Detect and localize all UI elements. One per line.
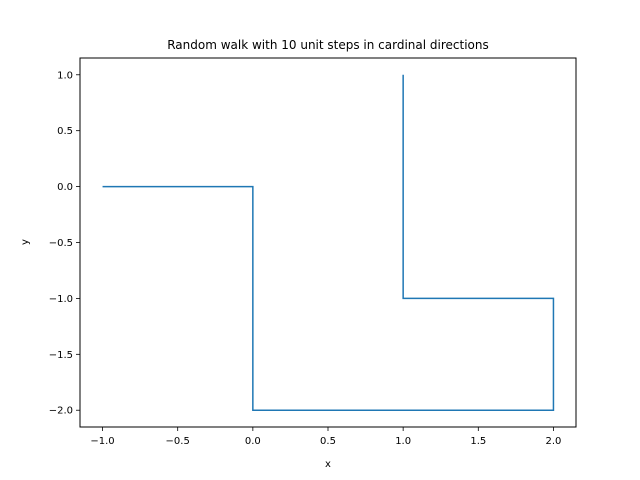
y-tick-label: 1.0 (57, 70, 73, 81)
x-tick-label: 0.0 (245, 436, 261, 447)
y-tick-label: −1.0 (49, 294, 73, 305)
x-tick-label: 1.5 (470, 436, 486, 447)
y-tick-label: −1.5 (49, 350, 73, 361)
x-tick-label: 2.0 (546, 436, 562, 447)
y-tick-label: −2.0 (49, 406, 73, 417)
x-axis: −1.0 −0.5 0.0 0.5 1.0 1.5 2.0 (90, 427, 561, 447)
y-tick-label: −0.5 (49, 238, 73, 249)
plot-area (102, 74, 555, 411)
chart-title: Random walk with 10 unit steps in cardin… (167, 38, 489, 52)
x-tick-label: −1.0 (90, 436, 114, 447)
x-axis-label: x (325, 459, 331, 470)
y-axis-label: y (20, 239, 31, 245)
x-tick-label: 0.5 (320, 436, 336, 447)
y-axis: −2.0 −1.5 −1.0 −0.5 0.0 0.5 1.0 (49, 70, 80, 417)
y-tick-label: 0.0 (57, 182, 73, 193)
y-tick-label: 0.5 (57, 126, 73, 137)
x-tick-label: −0.5 (166, 436, 190, 447)
x-tick-label: 1.0 (395, 436, 411, 447)
series-line-0 (102, 74, 555, 411)
